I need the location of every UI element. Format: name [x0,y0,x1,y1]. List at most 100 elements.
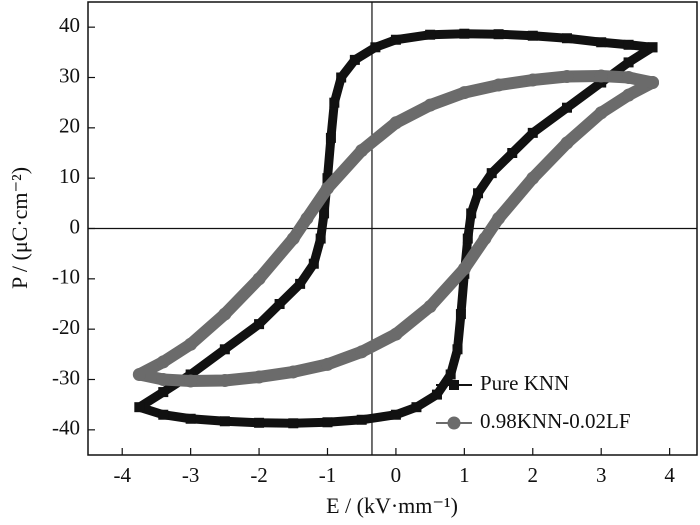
data-point [134,402,145,413]
data-point [623,39,634,50]
data-point [355,143,369,157]
data-point [336,72,347,83]
x-tick-label: 1 [459,463,470,487]
data-point [219,344,230,355]
data-point [561,102,572,113]
data-point [560,69,574,83]
data-point [431,389,442,400]
data-point [254,319,265,330]
data-point [423,98,437,112]
data-point [594,106,608,120]
data-point [623,57,634,68]
data-point [455,309,466,320]
data-point [322,417,333,428]
data-point [473,188,484,199]
y-tick-label: 30 [59,63,80,87]
x-tick-label: 2 [528,463,539,487]
data-point [622,71,636,84]
data-point [325,132,336,143]
data-point [252,370,266,384]
data-point [356,414,367,425]
data-point [156,373,170,386]
data-point [252,272,266,286]
data-point [322,173,333,184]
data-point [156,355,170,369]
y-tick-label: 10 [59,164,80,188]
data-point [596,77,607,88]
x-tick-label: -2 [250,463,268,487]
data-point [274,299,285,309]
y-axis-label: P / (μC·cm⁻²) [7,167,32,289]
data-point [320,357,334,371]
data-point [594,69,608,83]
y-tick-label: 0 [70,214,81,238]
x-axis-label: E / (kV·mm⁻¹) [326,493,458,518]
data-point [308,258,319,269]
data-point [218,374,232,388]
data-point [286,232,300,246]
data-point [646,76,660,90]
x-tick-label: 4 [664,463,675,487]
data-point [527,127,538,138]
data-point [254,417,265,428]
y-tick-label: 20 [59,114,80,138]
data-point [390,34,401,45]
y-tick-label: -20 [52,315,80,339]
data-point [425,29,436,40]
data-point [315,233,326,244]
data-point [185,413,196,424]
data-point [184,337,198,351]
data-point [295,278,306,289]
data-point [647,42,658,53]
data-point [457,86,471,100]
data-point [466,208,477,219]
data-point [349,54,360,65]
data-point [452,344,463,355]
legend-label: Pure KNN [480,371,569,395]
data-point [560,136,574,150]
data-point [329,97,340,108]
data-point [445,369,456,380]
legend-marker [447,416,461,430]
data-point [320,181,334,195]
data-point [462,233,473,244]
data-point [370,42,381,53]
data-point [423,300,437,314]
data-point [411,402,422,413]
data-point [486,168,497,179]
legend-label: 0.98KNN-0.02LF [480,409,631,433]
data-point [185,369,196,380]
data-point [526,171,540,185]
data-point [459,28,470,39]
data-point [492,78,506,92]
data-point [622,88,636,102]
data-point [184,374,198,388]
data-point [158,387,169,398]
x-tick-label: -3 [182,463,200,487]
data-point [158,409,169,420]
x-tick-label: 3 [596,463,607,487]
x-tick-label: -4 [113,463,131,487]
data-point [288,418,299,429]
data-point [478,232,492,246]
data-point [561,33,572,44]
data-point [300,211,314,225]
legend-marker [449,380,459,390]
data-point [527,30,538,41]
data-point [492,211,506,225]
data-point [526,73,540,87]
data-point [493,29,504,40]
data-point [390,409,401,420]
x-tick-label: 0 [391,463,402,487]
data-point [355,345,369,359]
x-tick-label: -1 [319,463,337,487]
data-point [507,148,518,158]
data-point [286,365,300,379]
data-point [457,262,471,276]
data-point [132,367,146,381]
y-tick-label: 40 [59,13,80,37]
y-tick-label: -40 [52,416,80,440]
y-tick-label: -30 [52,365,80,389]
y-tick-label: -10 [52,265,80,289]
